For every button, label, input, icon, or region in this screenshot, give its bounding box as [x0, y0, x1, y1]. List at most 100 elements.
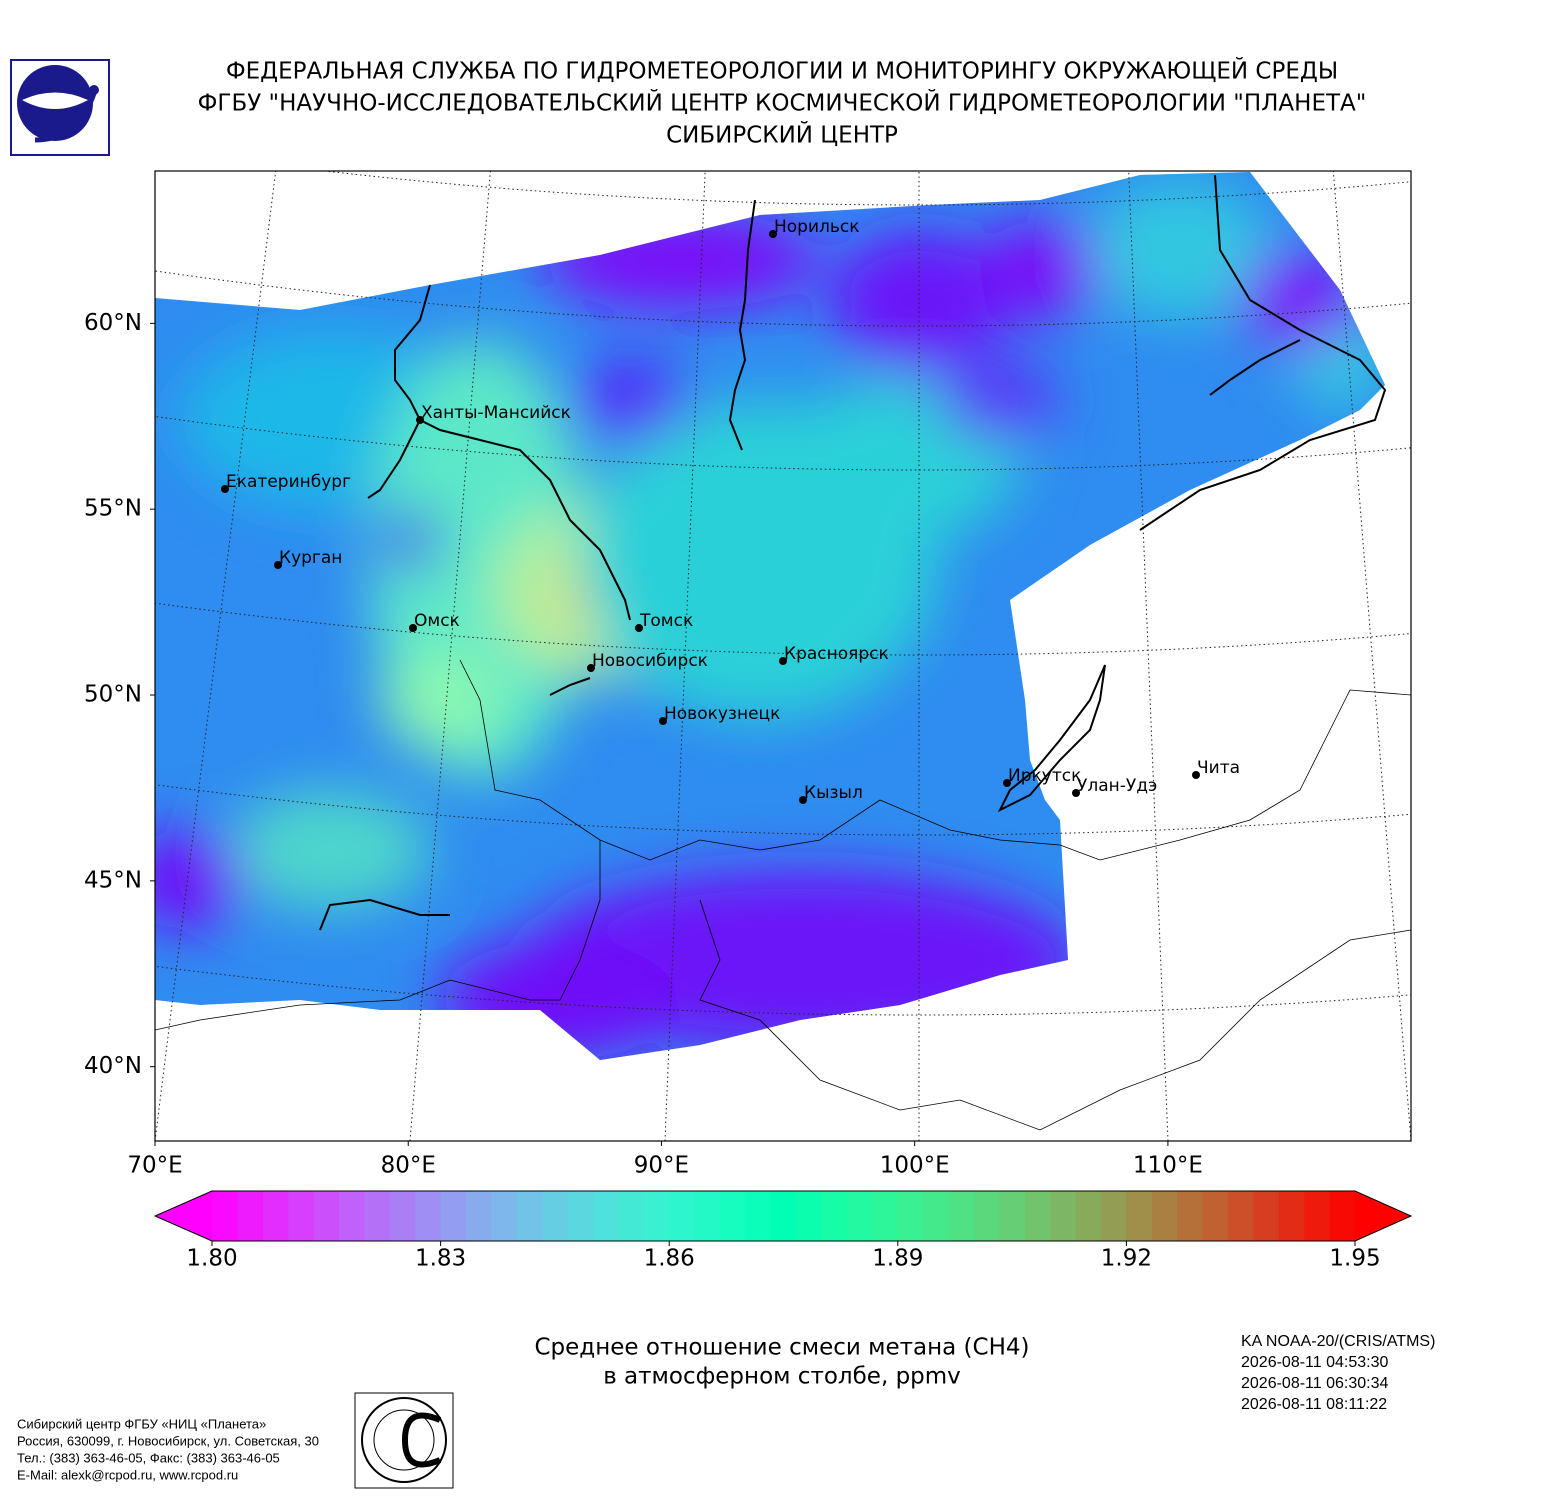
meridian: [155, 171, 277, 1141]
colorbar-step: [796, 1191, 823, 1241]
x-tick-label: 80°E: [381, 1153, 436, 1179]
methane-field: [155, 172, 1385, 1060]
colorbar-step: [466, 1191, 492, 1241]
colorbar-step: [897, 1191, 924, 1241]
city-label: Новокузнецк: [664, 704, 780, 724]
colorbar-step: [694, 1191, 721, 1241]
y-tick-label: 55°N: [84, 496, 142, 522]
colorbar-step: [847, 1191, 873, 1241]
colorbar-step: [1151, 1191, 1178, 1241]
colorbar-step: [643, 1191, 670, 1241]
x-tick-label: 70°E: [127, 1153, 182, 1179]
city-dot: [1072, 789, 1080, 797]
colorbar-step: [745, 1191, 772, 1241]
city-dot: [799, 796, 807, 804]
colorbar-step: [542, 1191, 569, 1241]
satellite-info: 2026-08-11 06:30:34: [1241, 1375, 1388, 1392]
footer-line: Сибирский центр ФГБУ «НИЦ «Планета»: [17, 1416, 266, 1431]
colorbar-step: [237, 1191, 264, 1241]
colorbar-step: [1050, 1191, 1077, 1241]
colorbar-step: [770, 1191, 797, 1241]
header-line: ФЕДЕРАЛЬНАЯ СЛУЖБА ПО ГИДРОМЕТЕОРОЛОГИИ …: [226, 57, 1338, 85]
colorbar-step: [1228, 1191, 1254, 1241]
city-dot: [221, 485, 229, 493]
city-label: Ханты-Мансийск: [421, 403, 571, 423]
colorbar-step: [288, 1191, 315, 1241]
colorbar-step: [923, 1191, 950, 1241]
city-dot: [274, 561, 282, 569]
colorbar-step: [618, 1191, 645, 1241]
city-dot: [1192, 771, 1200, 779]
header-line: ФГБУ "НАУЧНО-ИССЛЕДОВАТЕЛЬСКИЙ ЦЕНТР КОС…: [198, 89, 1367, 117]
colorbar-step: [516, 1191, 543, 1241]
city-dot: [769, 230, 777, 238]
x-tick-label: 90°E: [634, 1153, 689, 1179]
colorbar-tick-label: 1.89: [872, 1246, 923, 1272]
colorbar-step: [567, 1191, 594, 1241]
colorbar-extend-low: [155, 1191, 212, 1241]
x-tick-label: 100°E: [880, 1153, 950, 1179]
city-dot: [1003, 779, 1011, 787]
colorbar-step: [720, 1191, 746, 1241]
colorbar-step: [313, 1191, 340, 1241]
colorbar-tick-label: 1.92: [1101, 1246, 1152, 1272]
city-dot: [416, 416, 424, 424]
colorbar-step: [821, 1191, 848, 1241]
header-line: СИБИРСКИЙ ЦЕНТР: [666, 121, 898, 149]
footer-line: Россия, 630099, г. Новосибирск, ул. Сове…: [17, 1433, 319, 1448]
y-tick-label: 50°N: [84, 682, 142, 708]
colorbar-step: [1278, 1191, 1305, 1241]
colorbar-step: [872, 1191, 899, 1241]
city-dot: [587, 664, 595, 672]
colorbar-step: [1304, 1191, 1331, 1241]
colorbar-step: [1329, 1191, 1356, 1241]
meridian: [1332, 171, 1411, 1141]
city-label: Улан-Удэ: [1077, 776, 1157, 796]
colorbar-step: [1101, 1191, 1127, 1241]
colorbar-step: [364, 1191, 391, 1241]
city-dot: [779, 657, 787, 665]
colorbar-step: [389, 1191, 416, 1241]
colorbar-step: [974, 1191, 1000, 1241]
city-label: Норильск: [774, 217, 860, 237]
city-label: Иркутск: [1008, 766, 1081, 786]
city-label: Чита: [1197, 758, 1240, 778]
colorbar-step: [339, 1191, 365, 1241]
caption: в атмосферном столбе, ppmv: [603, 1364, 961, 1390]
colorbar-step: [262, 1191, 289, 1241]
colorbar-step: [1075, 1191, 1102, 1241]
colorbar-tick-label: 1.83: [415, 1246, 466, 1272]
caption: Среднее отношение смеси метана (CH4): [534, 1335, 1029, 1361]
colorbar-extend-high: [1355, 1191, 1411, 1241]
colorbar-step: [999, 1191, 1026, 1241]
y-tick-label: 45°N: [84, 867, 142, 893]
colorbar-step: [1177, 1191, 1204, 1241]
satellite-info: 2026-08-11 08:11:22: [1241, 1396, 1387, 1413]
borders: [155, 659, 1411, 1131]
city-label: Екатеринбург: [226, 472, 351, 492]
footer-line: E-Mail: alexk@rcpod.ru, www.rcpod.ru: [17, 1467, 238, 1482]
colorbar-step: [1202, 1191, 1229, 1241]
colorbar-tick-label: 1.95: [1329, 1246, 1380, 1272]
city-label: Красноярск: [784, 644, 889, 664]
city-label: Томск: [639, 611, 693, 631]
colorbar-step: [1253, 1191, 1280, 1241]
city-label: Кызыл: [804, 783, 863, 803]
city-dot: [635, 624, 643, 632]
iso-stamp: [354, 1392, 454, 1489]
meridian: [409, 171, 491, 1141]
colorbar-step: [491, 1191, 518, 1241]
colorbar-tick-label: 1.86: [644, 1246, 695, 1272]
colorbar-step: [1024, 1191, 1051, 1241]
x-tick-label: 110°E: [1133, 1153, 1203, 1179]
city-label: Новосибирск: [592, 651, 708, 671]
colorbar-step: [593, 1191, 619, 1241]
city-dot: [659, 717, 667, 725]
city-label: Омск: [414, 611, 460, 631]
footer-line: Тел.: (383) 363-46-05, Факс: (383) 363-4…: [17, 1450, 280, 1465]
y-tick-label: 60°N: [84, 310, 142, 336]
logo: [10, 59, 110, 156]
colorbar-step: [948, 1191, 975, 1241]
colorbar-step: [1126, 1191, 1153, 1241]
